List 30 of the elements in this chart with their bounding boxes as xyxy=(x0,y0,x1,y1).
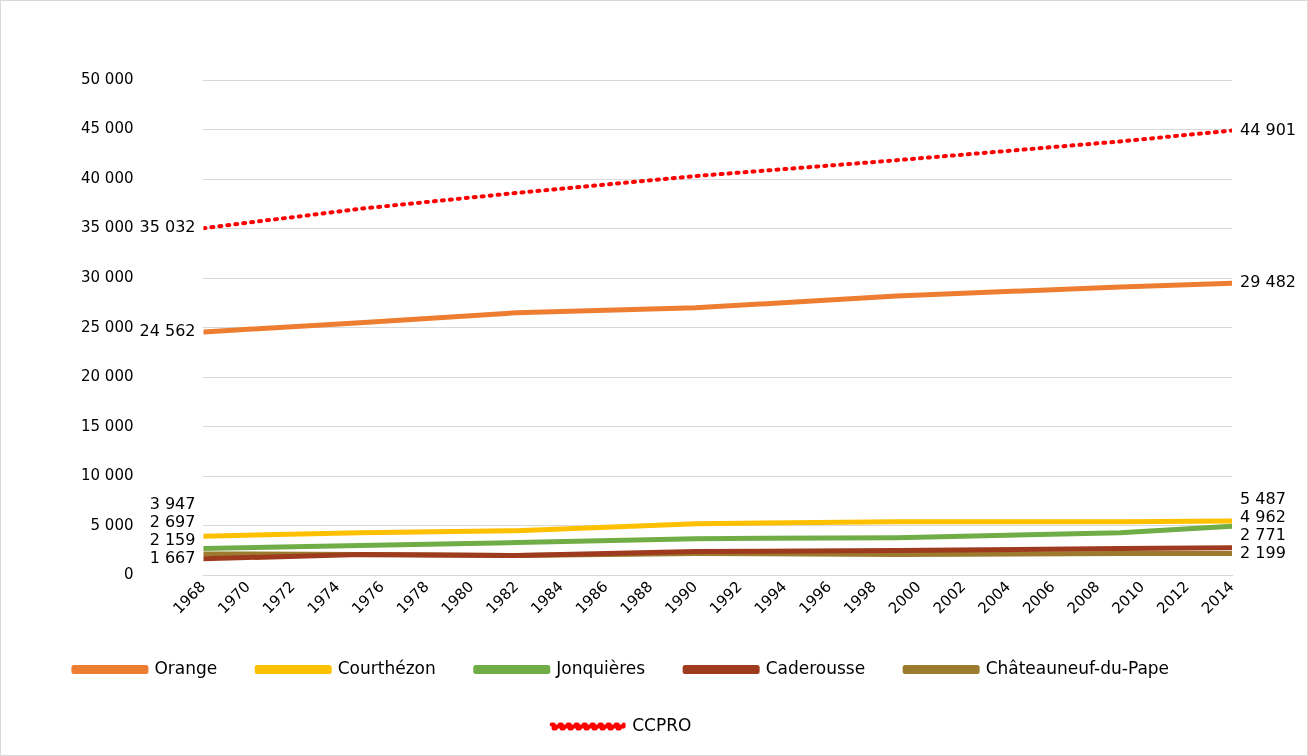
data-label: 2 159 xyxy=(149,529,196,549)
data-label: 3 947 xyxy=(149,493,196,513)
legend-label: Jonquières xyxy=(555,657,646,678)
y-tick-label: 10 000 xyxy=(80,466,134,485)
y-tick-label: 20 000 xyxy=(80,367,134,386)
data-label: 4 962 xyxy=(1240,506,1286,526)
y-tick-label: 45 000 xyxy=(80,119,134,138)
data-label: 5 487 xyxy=(1240,488,1286,508)
data-label: 44 901 xyxy=(1240,119,1296,139)
data-label: 2 771 xyxy=(1240,524,1286,544)
data-label: 2 697 xyxy=(149,511,196,531)
y-tick-label: 15 000 xyxy=(80,416,134,435)
data-label: 1 667 xyxy=(149,547,196,567)
y-tick-label: 25 000 xyxy=(80,317,134,336)
data-label: 35 032 xyxy=(139,217,196,237)
y-tick-label: 5 000 xyxy=(90,515,134,534)
y-tick-label: 50 000 xyxy=(80,69,134,88)
legend-label: Orange xyxy=(154,657,218,678)
y-tick-label: 35 000 xyxy=(80,218,134,237)
y-tick-label: 0 xyxy=(123,565,134,584)
y-tick-label: 30 000 xyxy=(80,268,134,286)
legend-label: Courthézon xyxy=(337,657,436,678)
legend-label: Caderousse xyxy=(765,657,866,678)
data-label: 29 482 xyxy=(1240,272,1296,292)
data-label: 24 562 xyxy=(139,321,196,341)
data-label: 2 199 xyxy=(1240,542,1286,562)
line-series xyxy=(203,128,1232,231)
y-tick-label: 40 000 xyxy=(80,168,134,187)
legend-label: CCPRO xyxy=(632,714,692,735)
legend-label: Châteauneuf-du-Pape xyxy=(985,657,1170,678)
